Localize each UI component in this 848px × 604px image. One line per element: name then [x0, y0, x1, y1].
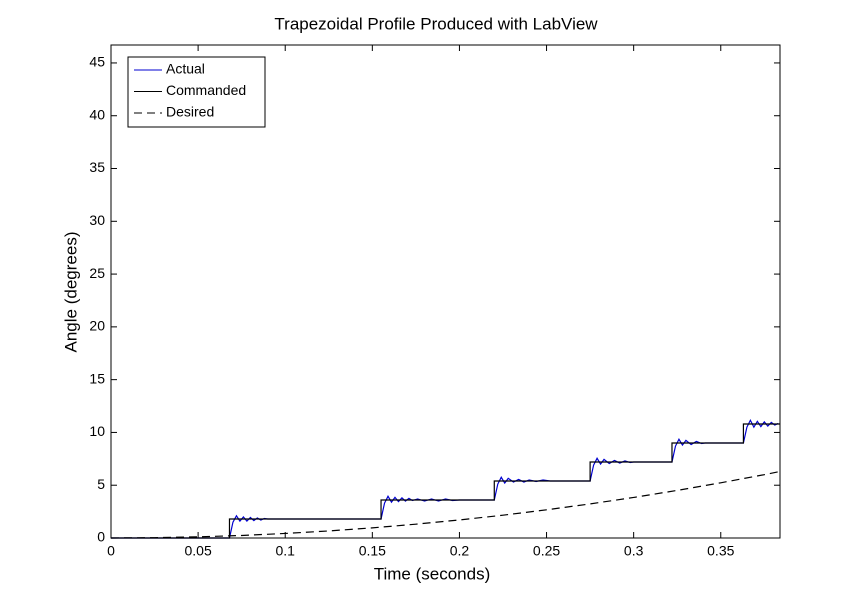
plot-frame	[110, 44, 781, 539]
y-tick-label: 5	[97, 476, 105, 492]
legend-label: Actual	[166, 61, 205, 77]
y-tick-label: 40	[89, 106, 105, 122]
x-tick-label: 0	[107, 543, 115, 559]
x-tick-label: 0.15	[359, 543, 386, 559]
y-axis-label: Angle (degrees)	[61, 232, 80, 353]
x-tick-label: 0.25	[533, 543, 560, 559]
x-tick-label: 0.1	[275, 543, 295, 559]
x-tick-label: 0.2	[450, 543, 470, 559]
y-tick-label: 10	[89, 423, 105, 439]
y-tick-label: 0	[97, 529, 105, 545]
y-tick-label: 30	[89, 212, 105, 228]
y-tick-label: 45	[89, 54, 105, 70]
y-tick-label: 35	[89, 159, 105, 175]
series-line	[111, 423, 780, 539]
x-tick-label: 0.3	[624, 543, 644, 559]
y-tick-label: 20	[89, 318, 105, 334]
y-tick-label: 25	[89, 265, 105, 281]
x-tick-label: 0.35	[707, 543, 734, 559]
legend-label: Commanded	[166, 82, 246, 98]
x-tick-label: 0.05	[184, 543, 211, 559]
x-axis-label: Time (seconds)	[374, 564, 491, 583]
chart-title: Trapezoidal Profile Produced with LabVie…	[274, 14, 598, 33]
legend-label: Desired	[166, 104, 214, 120]
y-tick-label: 15	[89, 370, 105, 386]
